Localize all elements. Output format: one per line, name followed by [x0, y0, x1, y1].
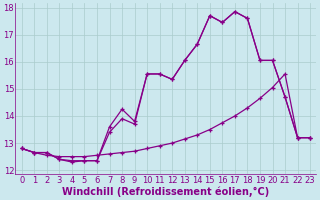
X-axis label: Windchill (Refroidissement éolien,°C): Windchill (Refroidissement éolien,°C) [62, 186, 269, 197]
